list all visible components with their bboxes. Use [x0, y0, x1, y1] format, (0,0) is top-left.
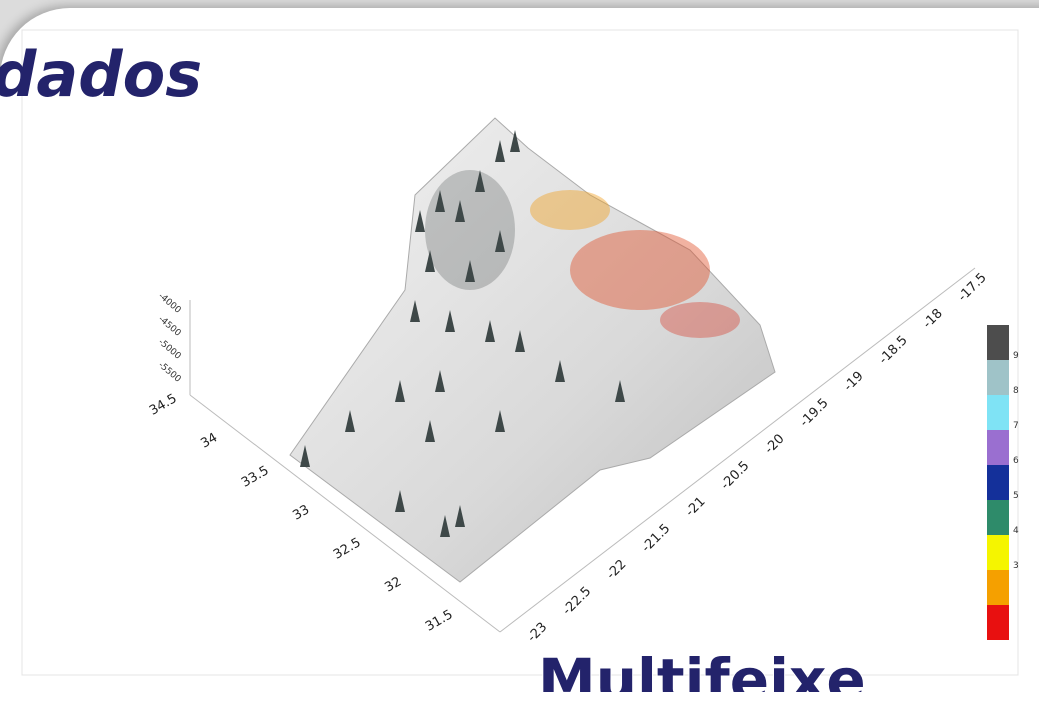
- colorbar-swatch: [987, 535, 1009, 570]
- peak: [555, 360, 565, 382]
- lat-tick-label: 34: [198, 430, 220, 451]
- slide: dados Multifeixe 34.53433.53332.53231.5-…: [0, 29, 1019, 692]
- colorbar-swatch: [987, 360, 1009, 395]
- peak: [425, 420, 435, 442]
- bottom-heading: Multifeixe: [538, 646, 866, 692]
- peak: [455, 200, 465, 222]
- peak: [510, 130, 520, 152]
- terrain-surface: [289, 117, 776, 583]
- peak: [465, 260, 475, 282]
- lat-tick-label: 32: [382, 574, 404, 595]
- lon-tick-label: -20: [762, 432, 788, 458]
- terrain-highlights: [425, 170, 740, 338]
- depth-tick-label: -4500: [156, 314, 183, 339]
- peak: [445, 310, 455, 332]
- peak: [435, 190, 445, 212]
- lat-tick-label: 32.5: [331, 535, 364, 562]
- lon-tick-label: -22: [604, 557, 630, 583]
- peak: [300, 445, 310, 467]
- peak: [495, 230, 505, 252]
- terrain-peaks: [300, 130, 625, 537]
- lon-tick-label: -22.5: [560, 584, 594, 618]
- lon-tick-label: -23: [525, 620, 551, 646]
- depth-tick-label: -5000: [156, 337, 183, 362]
- peak: [440, 515, 450, 537]
- plot-frame: [21, 29, 1019, 676]
- peak: [345, 410, 355, 432]
- peak: [615, 380, 625, 402]
- lat-tick-label: 33.5: [239, 463, 272, 490]
- page: dados Multifeixe 34.5 34 33.5 33 32.5 32 31.5-…: [0, 8, 1039, 708]
- lon-tick-label: -18: [920, 306, 946, 332]
- lon-tick-label: -17.5: [955, 270, 989, 304]
- title: dados: [0, 38, 202, 111]
- colorbar-swatch: [987, 570, 1009, 605]
- lon-tick-label: -21.5: [639, 521, 673, 555]
- peak: [410, 300, 420, 322]
- peak: [475, 170, 485, 192]
- peak: [495, 410, 505, 432]
- peak: [455, 505, 465, 527]
- colorbar-label: 6: [1013, 456, 1019, 466]
- colorbar-label: 4: [1013, 526, 1019, 536]
- colorbar-label: 7: [1013, 421, 1019, 431]
- colorbar-swatch: [987, 325, 1009, 360]
- colorbar-swatch: [987, 430, 1009, 465]
- peak: [495, 140, 505, 162]
- colorbar-label: 8: [1013, 386, 1019, 396]
- lat-tick-label: 31.5: [423, 607, 456, 634]
- colorbar-label: 9: [1013, 351, 1019, 361]
- lon-tick-label: -21: [683, 494, 709, 520]
- peak: [415, 210, 425, 232]
- lon-tick-label: -19: [841, 369, 867, 395]
- lat-axis: [189, 394, 501, 633]
- colorbar-label: 3: [1013, 561, 1019, 571]
- peak: [425, 250, 435, 272]
- peak: [395, 380, 405, 402]
- lon-tick-label: -20.5: [718, 459, 752, 493]
- colorbar-label: 5: [1013, 491, 1019, 501]
- colorbar-swatch: [987, 465, 1009, 500]
- lon-axis: [499, 267, 976, 633]
- lat-tick-label: 34.5: [147, 391, 180, 418]
- colorbar-swatch: [987, 605, 1009, 640]
- colorbar-swatch: [987, 395, 1009, 430]
- peak: [515, 330, 525, 352]
- depth-tick-label: -5500: [156, 360, 183, 385]
- depth-tick-label: -4000: [156, 291, 183, 316]
- lat-tick-label: 33: [290, 502, 312, 523]
- colorbar-swatch: [987, 500, 1009, 535]
- peak: [395, 490, 405, 512]
- peak: [435, 370, 445, 392]
- peak: [485, 320, 495, 342]
- lon-tick-label: -18.5: [876, 333, 910, 367]
